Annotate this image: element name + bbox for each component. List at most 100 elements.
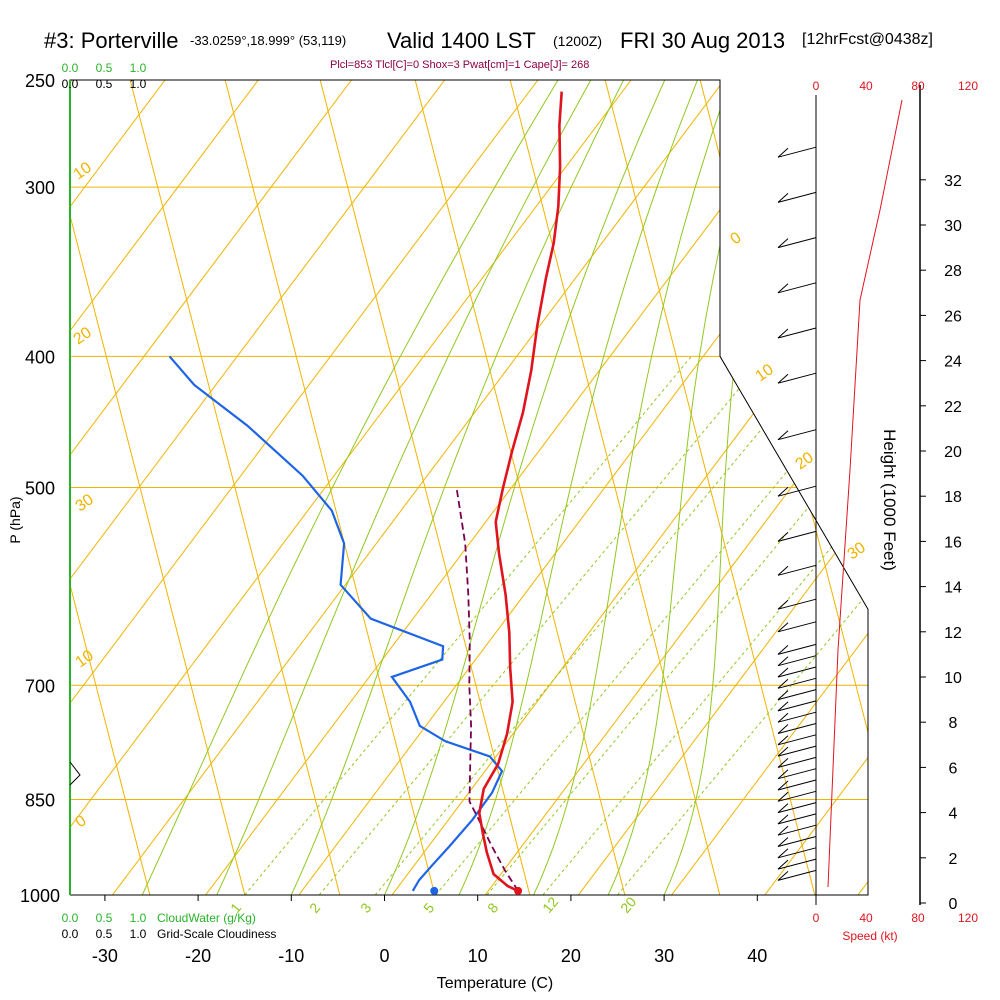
isotherm-label: 20 (71, 324, 95, 348)
wind-barb (777, 700, 817, 712)
speed-tick-label: 0 (813, 79, 820, 93)
wind-barb-feather (777, 147, 789, 158)
cloud-water-tick: 0.5 (96, 61, 113, 75)
isotherm-line (70, 80, 539, 895)
isotherm-line (850, 80, 868, 895)
speed-profile (827, 99, 903, 888)
wind-barb-staff (777, 756, 817, 768)
temperature-tick-label: -30 (92, 946, 118, 966)
cloudiness-tick: 0.5 (96, 927, 113, 941)
wind-barb-staff (777, 655, 817, 667)
wind-barb-staff (777, 237, 817, 249)
wind-barb-staff (777, 372, 817, 384)
temperature-tick-label: -20 (185, 946, 211, 966)
wind-barb-feather (777, 712, 789, 723)
mixing-ratio-line (542, 355, 868, 895)
height-tick-label: 12 (944, 625, 962, 642)
pressure-axis-label: P (hPa) (7, 496, 23, 543)
wind-barb-feather (777, 724, 789, 734)
isotherm-line (70, 80, 446, 895)
cloudiness-label: Grid-Scale Cloudiness (157, 927, 276, 941)
wind-barb (777, 598, 817, 610)
isotherm-label: 10 (73, 647, 97, 671)
wind-barb (777, 564, 817, 576)
temperature-tick-label: 0 (379, 946, 389, 966)
dry-adiabat-line (504, 80, 726, 895)
wind-barb-staff (777, 666, 817, 678)
wind-barb-feather (777, 645, 789, 655)
wind-barb (777, 824, 817, 836)
isotherm-label: 30 (845, 539, 869, 563)
wind-barb (777, 485, 817, 497)
height-tick-label: 24 (944, 354, 962, 371)
wind-barb (777, 813, 817, 825)
wind-barb-staff (777, 813, 817, 825)
stability-indices: Plcl=853 Tlcl[C]=0 Shox=3 Pwat[cm]=1 Cap… (330, 59, 590, 71)
mixing-ratio-line (617, 355, 868, 895)
speed-tick-label: 120 (958, 911, 978, 925)
isotherm-line (570, 80, 868, 895)
speed-tick-label: 0 (813, 911, 820, 925)
wind-barb-staff (777, 768, 817, 780)
wind-barb-feather (777, 837, 789, 847)
isotherm-line (384, 80, 868, 895)
temperature-tick-label: 20 (561, 946, 581, 966)
wind-barb (777, 655, 817, 667)
wind-barb-staff (777, 485, 817, 497)
mixing-ratio-line (318, 355, 767, 895)
wind-barb-staff (777, 711, 817, 723)
wind-barb-staff (777, 677, 817, 689)
wind-barb (777, 790, 817, 802)
height-tick-label: 20 (944, 444, 962, 461)
wind-barb-feather (777, 565, 789, 576)
wind-barb-feather (777, 848, 789, 859)
pressure-tick-label: 850 (25, 790, 55, 810)
temperature-tick-label: 30 (654, 946, 674, 966)
wind-barb-feather (777, 622, 789, 633)
wind-barb (777, 429, 817, 441)
wind-barb-staff (777, 824, 817, 836)
wind-barb-feather (777, 735, 789, 746)
wind-barb (777, 745, 817, 757)
surface-temperature-dot (514, 886, 523, 895)
wind-barb (777, 756, 817, 768)
speed-axis-label: Speed (kt) (842, 929, 897, 943)
dewpoint-profile (168, 355, 504, 892)
wind-barb-feather (777, 486, 789, 497)
cloud-water-tick: 1.0 (130, 911, 147, 925)
height-tick-label: 10 (944, 670, 962, 687)
wind-barb (777, 621, 817, 633)
wind-barb (777, 372, 817, 384)
wind-barb-staff (777, 643, 817, 655)
dry-adiabat-line (70, 80, 251, 895)
mixing-ratio-line (244, 355, 692, 895)
wind-barb-feather (777, 678, 789, 689)
wind-barb-staff (777, 802, 817, 814)
cloud-water-tick: 0.0 (62, 911, 79, 925)
wind-barb-feather (777, 690, 789, 700)
wind-barb (777, 768, 817, 780)
wind-barb-staff (777, 779, 817, 791)
wind-barb-staff (777, 700, 817, 712)
wind-barb-staff (777, 723, 817, 734)
moist-adiabat-line (216, 80, 592, 895)
wind-barb-feather (777, 758, 789, 768)
forecast-run: [12hrFcst@0438z] (802, 31, 933, 48)
moist-adiabat-line (290, 80, 625, 895)
wind-barb-staff (777, 734, 817, 746)
height-tick-label: 26 (944, 308, 962, 325)
height-tick-label: 8 (949, 715, 958, 732)
isotherm-line (477, 80, 868, 895)
dry-adiabat-line (409, 80, 631, 895)
wind-barb-staff (777, 689, 817, 701)
wind-barb-feather (777, 430, 789, 441)
isotherm-line (70, 80, 259, 895)
wind-barb (777, 530, 817, 542)
wind-barb-staff (777, 282, 817, 294)
height-axis-title: Height (1000 Feet) (880, 429, 899, 571)
wind-barb-staff (777, 146, 817, 158)
mixing-ratio-label: 3 (357, 900, 374, 916)
wind-barb-feather (777, 769, 789, 780)
chart-header: #3: Porterville -33.0259°,18.999° (53,11… (0, 0, 1000, 71)
